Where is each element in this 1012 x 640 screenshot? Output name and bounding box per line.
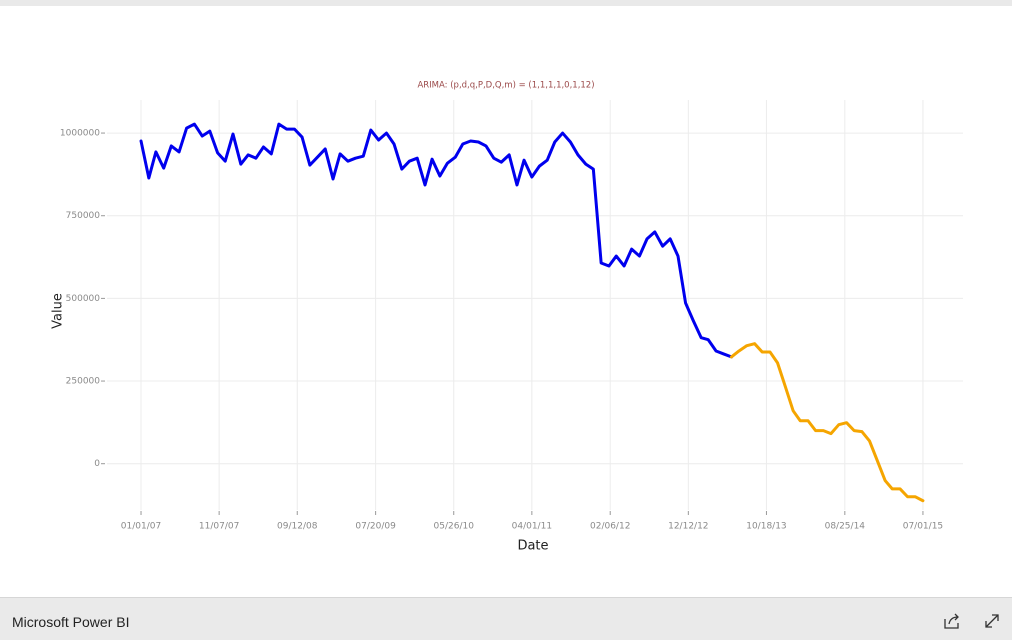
x-tick-label: 02/06/12	[590, 522, 630, 532]
x-tick-label: 01/01/07	[121, 522, 161, 532]
x-tick-label: 04/01/11	[512, 522, 552, 532]
x-tick-label: 07/20/09	[355, 522, 396, 532]
share-button[interactable]	[942, 611, 962, 631]
y-tick-label: 250000	[66, 377, 101, 387]
line-series	[139, 122, 733, 359]
chart-title: ARIMA: (p,d,q,P,D,Q,m) = (1,1,1,1,0,1,12…	[417, 81, 594, 91]
x-tick-label: 12/12/12	[668, 522, 708, 532]
footer: Microsoft Power BI	[0, 597, 1012, 640]
grid: 0 250000 500000 750000 1000000 01/01/07 11/07/…	[60, 100, 963, 532]
x-tick-label: 07/01/15	[903, 522, 943, 532]
x-tick-label: 05/26/10	[434, 522, 475, 532]
chart: ARIMA: (p,d,q,P,D,Q,m) = (1,1,1,1,0,1,12…	[51, 81, 963, 554]
y-tick-label: 1000000	[60, 129, 100, 139]
y-tick-label: 0	[94, 459, 100, 469]
footer-title: Microsoft Power BI	[12, 614, 130, 630]
x-tick-label: 10/18/13	[746, 522, 786, 532]
x-tick-label: 09/12/08	[277, 522, 318, 532]
y-tick-label: 750000	[66, 211, 101, 221]
x-axis-label: Date	[517, 539, 548, 554]
plot	[139, 122, 925, 503]
expand-button[interactable]	[983, 612, 1001, 630]
y-tick-label: 500000	[66, 294, 101, 304]
x-tick-label: 08/25/14	[825, 522, 866, 532]
y-axis-label: Value	[51, 293, 66, 329]
x-tick-label: 11/07/07	[199, 522, 239, 532]
line-series	[729, 342, 925, 503]
top-bar	[0, 0, 1012, 6]
